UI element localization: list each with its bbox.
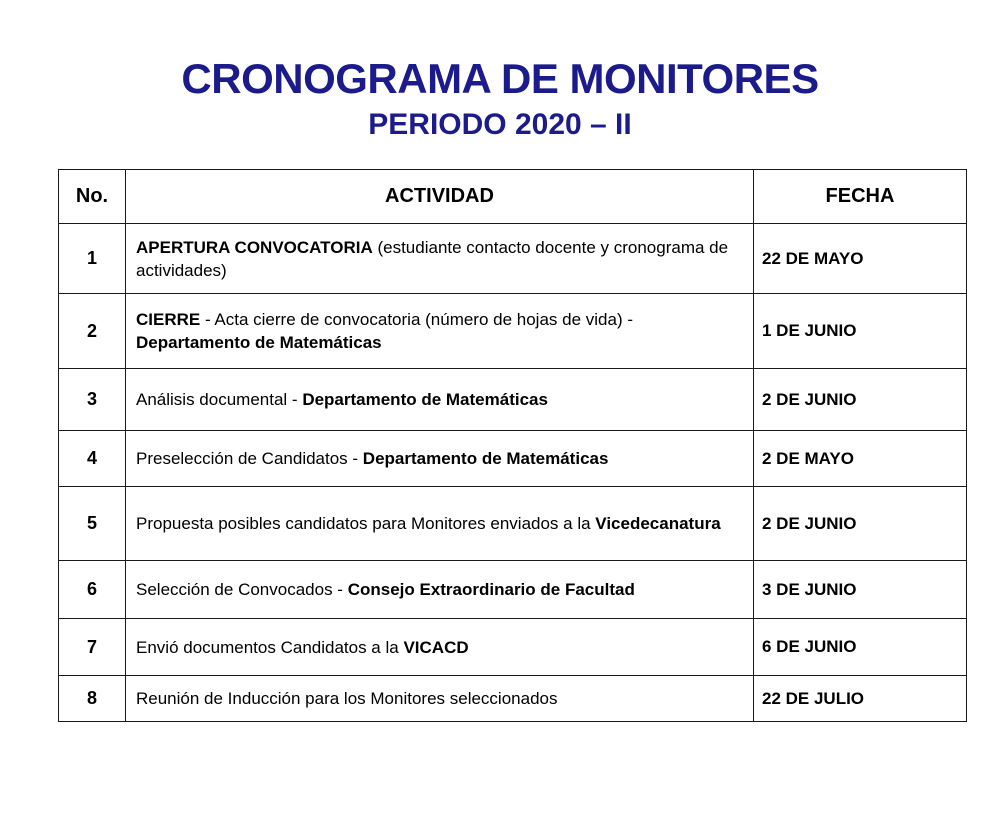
activity-text-bold: Departamento de Matemáticas bbox=[362, 449, 609, 469]
row-number: 8 bbox=[58, 675, 126, 723]
table-row: 3 Análisis documental - Departamento de M… bbox=[58, 368, 967, 432]
table-row: 2 CIERRE - Acta cierre de convocatoria (n… bbox=[58, 293, 967, 370]
table-row: 1 APERTURA CONVOCATORIA (estudiante conta… bbox=[58, 223, 967, 295]
date-cell: 1 DE JUNIO bbox=[753, 293, 967, 370]
date-cell: 3 DE JUNIO bbox=[753, 560, 967, 620]
table-row: 7 Envió documentos Candidatos a la VICACD… bbox=[58, 618, 967, 677]
activity-cell: Propuesta posibles candidatos para Monit… bbox=[125, 486, 754, 562]
activity-text: Reunión de Inducción para los Monitores … bbox=[136, 689, 558, 709]
activity-text-bold: VICACD bbox=[403, 637, 469, 657]
table-row: 6 Selección de Convocados - Consejo Extra… bbox=[58, 560, 967, 620]
activity-text: Preselección de Candidatos - bbox=[136, 449, 363, 469]
activity-text: Envió documentos Candidatos a la bbox=[136, 637, 404, 657]
table-row: 5 Propuesta posibles candidatos para Moni… bbox=[58, 486, 967, 562]
table-row: 8 Reunión de Inducción para los Monitores… bbox=[58, 675, 967, 723]
document-page: CRONOGRAMA DE MONITORES PERIODO 2020 – I… bbox=[0, 55, 1000, 723]
activity-text-bold: Departamento de Matemáticas bbox=[136, 333, 382, 353]
activity-cell: Envió documentos Candidatos a la VICACD bbox=[125, 618, 754, 677]
date-cell: 22 DE MAYO bbox=[753, 223, 967, 295]
activity-cell: Análisis documental - Departamento de Ma… bbox=[125, 368, 754, 432]
activity-text-bold: Consejo Extraordinario de Facultad bbox=[347, 580, 635, 600]
column-header-actividad: ACTIVIDAD bbox=[125, 169, 754, 225]
activity-text: Selección de Convocados - bbox=[136, 580, 348, 600]
schedule-table-head: No. ACTIVIDAD FECHA bbox=[58, 169, 967, 225]
activity-text: (estudiante contacto docente y cronogram… bbox=[136, 237, 729, 280]
activity-cell: CIERRE - Acta cierre de convocatoria (nú… bbox=[125, 293, 754, 370]
date-cell: 6 DE JUNIO bbox=[753, 618, 967, 677]
activity-text-bold: Vicedecanatura bbox=[595, 514, 721, 534]
activity-text: Análisis documental - bbox=[136, 390, 303, 410]
row-number: 7 bbox=[58, 618, 126, 677]
activity-text-bold: CIERRE bbox=[136, 310, 201, 330]
column-header-fecha: FECHA bbox=[753, 169, 967, 225]
activity-cell: Reunión de Inducción para los Monitores … bbox=[125, 675, 754, 723]
table-row: 4 Preselección de Candidatos - Departamen… bbox=[58, 430, 967, 488]
schedule-table-body: 1 APERTURA CONVOCATORIA (estudiante conta… bbox=[58, 223, 967, 723]
date-cell: 2 DE MAYO bbox=[753, 430, 967, 488]
row-number: 3 bbox=[58, 368, 126, 432]
page-subtitle: PERIODO 2020 – II bbox=[368, 108, 632, 142]
page-title: CRONOGRAMA DE MONITORES bbox=[181, 55, 819, 102]
date-cell: 22 DE JULIO bbox=[753, 675, 967, 723]
activity-cell: APERTURA CONVOCATORIA (estudiante contac… bbox=[125, 223, 754, 295]
header-row: No. ACTIVIDAD FECHA bbox=[58, 169, 967, 225]
date-cell: 2 DE JUNIO bbox=[753, 486, 967, 562]
row-number: 4 bbox=[58, 430, 126, 488]
row-number: 6 bbox=[58, 560, 126, 620]
activity-cell: Preselección de Candidatos - Departament… bbox=[125, 430, 754, 488]
column-header-no: No. bbox=[58, 169, 126, 225]
activity-text: - Acta cierre de convocatoria (número de… bbox=[200, 310, 634, 330]
row-number: 1 bbox=[58, 223, 126, 295]
row-number: 5 bbox=[58, 486, 126, 562]
activity-text-bold: Departamento de Matemáticas bbox=[302, 390, 548, 410]
date-cell: 2 DE JUNIO bbox=[753, 368, 967, 432]
activity-cell: Selección de Convocados - Consejo Extrao… bbox=[125, 560, 754, 620]
activity-text: Propuesta posibles candidatos para Monit… bbox=[136, 514, 596, 534]
row-number: 2 bbox=[58, 293, 126, 370]
activity-text-bold: APERTURA CONVOCATORIA bbox=[136, 237, 373, 257]
schedule-table: No. ACTIVIDAD FECHA 1 APERTURA CONVOCATOR… bbox=[58, 169, 967, 723]
